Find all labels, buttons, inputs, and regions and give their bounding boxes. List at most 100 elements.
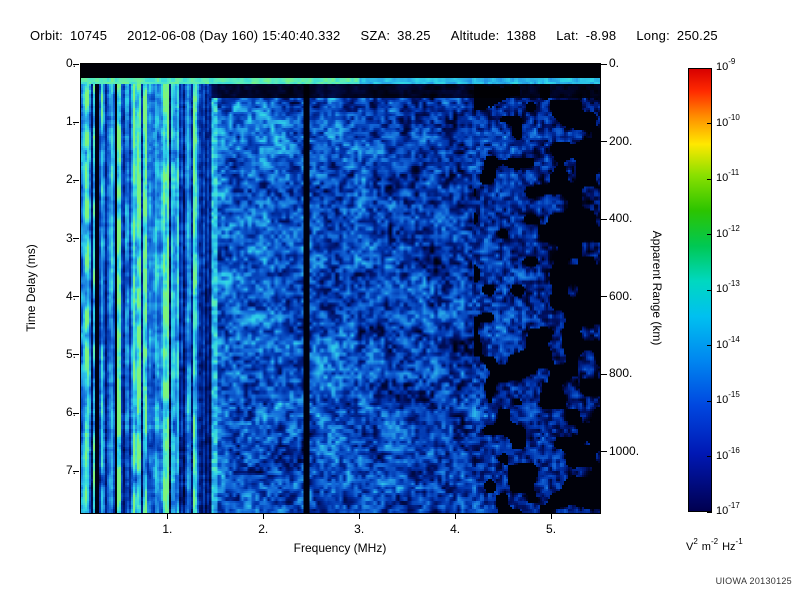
y-right-tick-mark [601, 141, 607, 143]
y-left-tick-label: 7. [65, 463, 76, 478]
colorbar-tick-label: 10-17 [716, 502, 740, 518]
colorbar-tick-exp: -13 [728, 279, 740, 289]
colorbar-tick-exp: -16 [728, 445, 740, 455]
x-tick-mark [262, 513, 264, 519]
x-tick-label: 3. [354, 522, 365, 536]
colorbar-tick-exp: -15 [728, 390, 740, 400]
colorbar-tick-base: 10 [716, 172, 729, 184]
y-right-tick-label: 400. [609, 211, 633, 226]
y-left-tick-mark [73, 238, 79, 240]
altitude-value: 1388 [506, 28, 537, 43]
colorbar-tick-mark [707, 400, 712, 402]
colorbar-tick-label: 10-10 [716, 113, 740, 130]
unit-hz: Hz [722, 541, 736, 553]
colorbar-tick-mark [707, 345, 712, 346]
long-label: Long: [636, 28, 670, 43]
colorbar-tick-mark [707, 456, 712, 457]
colorbar-tick-base: 10 [716, 394, 729, 406]
y-left-tick-label: 2. [65, 172, 76, 187]
y-left-tick-mark [73, 121, 79, 123]
y-right-tick-label: 600. [609, 288, 633, 303]
colorbar-tick-label: 10-12 [716, 224, 740, 241]
altitude-label: Altitude: [450, 28, 500, 43]
colorbar-tick-label: 10-14 [716, 335, 740, 352]
colorbar-gradient [689, 69, 711, 511]
colorbar-tick-mark [707, 67, 712, 69]
x-tick-label: 1. [162, 522, 173, 536]
y-left-tick-label: 0. [65, 56, 76, 70]
y-right-tick-mark [601, 218, 607, 220]
colorbar-tick-exp: -9 [728, 57, 736, 67]
y-left-tick-mark [73, 412, 79, 414]
datetime-value: 2012-06-08 (Day 160) 15:40:40.332 [127, 28, 341, 43]
credit-text: UIOWA 20130125 [715, 576, 792, 586]
orbit-field: Orbit: 10745 [30, 28, 107, 43]
long-field: Long: 250.25 [636, 28, 718, 43]
unit-hz-exp: -1 [735, 537, 743, 547]
colorbar-tick-base: 10 [716, 227, 729, 240]
y-left-tick-label: 5. [65, 346, 76, 361]
y-right-tick-label: 200. [609, 133, 633, 148]
sza-field: SZA: 38.25 [360, 28, 430, 43]
header-info: Orbit: 10745 2012-06-08 (Day 160) 15:40:… [30, 28, 718, 43]
colorbar-tick-base: 10 [716, 449, 729, 462]
datetime-field: 2012-06-08 (Day 160) 15:40:40.332 [127, 28, 340, 43]
colorbar-tick-base: 10 [716, 338, 729, 351]
lat-value: -8.98 [585, 28, 617, 43]
y-right-tick-mark [601, 451, 607, 453]
y-right-tick-mark [601, 373, 607, 375]
y-axis-left-title: Time Delay (ms) [24, 244, 38, 332]
y-left-tick-mark [73, 354, 79, 356]
colorbar-tick-mark [707, 178, 712, 180]
colorbar-tick-mark [707, 123, 712, 124]
y-left-tick-mark [73, 296, 79, 298]
x-tick-mark [550, 513, 552, 519]
colorbar-tick-label: 10-16 [716, 446, 740, 463]
orbit-value: 10745 [69, 28, 108, 43]
colorbar-tick-base: 10 [716, 505, 729, 517]
colorbar-tick-mark [707, 289, 712, 291]
colorbar-tick-label: 10-15 [716, 391, 740, 407]
colorbar-tick-exp: -17 [728, 501, 740, 511]
y-axis-right-title: Apparent Range (km) [650, 230, 664, 346]
x-tick-label: 2. [258, 522, 269, 536]
y-left-tick-mark [73, 470, 79, 472]
colorbar-tick-exp: -12 [728, 223, 740, 233]
y-left-tick-label: 4. [65, 288, 76, 303]
y-left-tick-label: 3. [65, 230, 76, 245]
spectrogram-canvas [81, 64, 600, 513]
lat-field: Lat: -8.98 [556, 28, 616, 43]
x-axis-title: Frequency (MHz) [293, 541, 387, 555]
long-value: 250.25 [676, 28, 718, 43]
colorbar-tick-label: 10-9 [716, 58, 735, 74]
unit-v: V [686, 541, 694, 553]
x-tick-mark [166, 513, 168, 519]
x-tick-mark [358, 513, 360, 519]
colorbar-unit: V2 m-2 Hz-1 [686, 538, 743, 553]
colorbar-tick-base: 10 [716, 283, 729, 295]
colorbar-tick-base: 10 [716, 116, 729, 129]
sza-value: 38.25 [397, 28, 431, 43]
y-left-tick-mark [73, 179, 79, 181]
colorbar-tick-base: 10 [716, 61, 729, 73]
y-left-tick-mark [73, 63, 79, 65]
x-tick-label: 4. [450, 522, 461, 536]
unit-v-exp: 2 [693, 537, 698, 547]
lat-label: Lat: [556, 28, 579, 43]
colorbar-tick-exp: -11 [728, 168, 740, 178]
plot-frame [80, 63, 601, 514]
x-tick-label: 5. [546, 522, 557, 536]
y-right-tick-mark [601, 63, 607, 65]
colorbar-tick-exp: -14 [728, 334, 740, 344]
y-right-tick-label: 800. [609, 366, 633, 381]
colorbar-tick-mark [707, 234, 712, 235]
y-left-tick-label: 6. [65, 405, 76, 420]
y-right-tick-label: 0. [609, 56, 620, 70]
x-tick-mark [454, 513, 456, 519]
y-right-tick-label: 1000. [609, 443, 640, 458]
orbit-label: Orbit: [30, 28, 63, 43]
colorbar-tick-label: 10-13 [716, 280, 740, 296]
y-right-tick-mark [601, 296, 607, 298]
colorbar-tick-mark [707, 511, 712, 513]
